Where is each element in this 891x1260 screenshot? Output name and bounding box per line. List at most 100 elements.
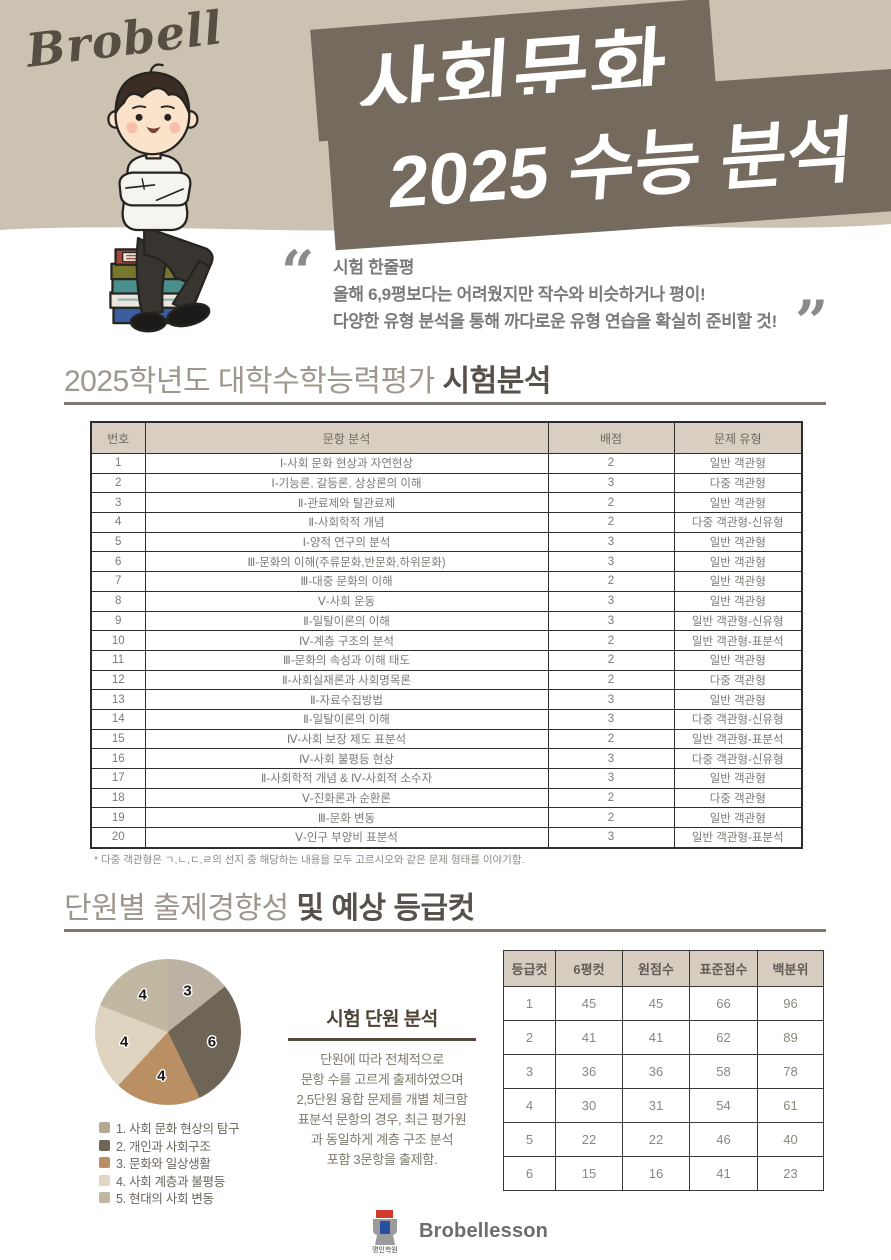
close-quote-icon: ” <box>795 288 829 356</box>
exam-table-row: 12 Ⅱ-사회실재론과 사회명목론 2 다중 객관형 <box>90 669 803 691</box>
exam-table-cell: Ⅳ-계층 구조의 분석 <box>144 630 549 651</box>
exam-table-cell: 다중 객관형 <box>673 669 803 691</box>
exam-table-cell: Ⅲ-대중 문화의 이해 <box>144 571 549 592</box>
exam-table-cell: 3 <box>547 689 675 710</box>
exam-table-cell: Ⅱ-관료제와 탈관료제 <box>144 492 549 514</box>
unit-pie-chart: 3 6 4 4 4 <box>95 959 241 1105</box>
exam-table-row: 19 Ⅲ-문화 변동 2 일반 객관형 <box>90 807 803 829</box>
exam-table-cell: 3 <box>547 708 675 730</box>
grade-table-row: 6 15 16 41 23 <box>503 1156 824 1191</box>
grade-table-cell: 61 <box>757 1088 824 1123</box>
grade-table-cell: 16 <box>622 1156 690 1191</box>
grade-table-cell: 45 <box>555 986 623 1021</box>
exam-table-cell: Ⅲ-문화의 이해(주류문화,반문화,하위문화) <box>144 551 549 573</box>
exam-table-cell: 9 <box>90 610 146 632</box>
legend-label: 5. 현대의 사회 변동 <box>116 1192 214 1207</box>
exam-table-cell: 일반 객관형 <box>673 492 803 514</box>
grade-table-cell: 78 <box>757 1054 824 1089</box>
grade-table-row: 1 45 45 66 96 <box>503 986 824 1021</box>
exam-table-row: 20 Ⅴ-인구 부양비 표분석 3 일반 객관형-표분석 <box>90 827 803 849</box>
exam-table-cell: 다중 객관형 <box>673 787 803 809</box>
grade-table-cell: 15 <box>555 1156 623 1191</box>
grade-table-cell: 36 <box>555 1054 623 1089</box>
legend-item: 2. 개인과 사회구조 <box>99 1137 239 1155</box>
grade-table-cell: 45 <box>622 986 690 1021</box>
grade-cut-table: 등급컷 6평컷 원점수 표준점수 백분위 1 45 45 66 96 2 41 41 62 89 3… <box>503 950 824 1191</box>
grade-table-cell: 31 <box>622 1088 690 1123</box>
exam-table-footnote: * 다중 객관형은 ㄱ,ㄴ,ㄷ,ㄹ의 선지 중 해당하는 내용을 모두 고르시오… <box>94 854 525 866</box>
exam-table-cell: Ⅴ-진화론과 순환론 <box>144 787 549 809</box>
exam-table-cell: 1 <box>90 453 146 474</box>
grade-table-cell: 30 <box>555 1088 623 1123</box>
exam-table-cell: Ⅰ-사회 문화 현상과 자연현상 <box>144 453 549 474</box>
brand-wordmark: Brobellesson <box>419 1220 549 1242</box>
exam-table-cell: Ⅳ-사회 보장 제도 표분석 <box>144 728 549 750</box>
legend-item: 3. 문화와 일상생활 <box>99 1154 239 1172</box>
exam-table-cell: Ⅴ-인구 부양비 표분석 <box>144 827 549 849</box>
grade-table-cell: 1 <box>503 986 556 1021</box>
section-title-light: 2025학년도 대학수학능력평가 <box>64 365 443 398</box>
exam-table-cell: 일반 객관형 <box>673 649 803 671</box>
exam-table-cell: 4 <box>90 512 146 533</box>
grade-table-cell: 89 <box>757 1020 824 1055</box>
grade-col-percentile: 백분위 <box>757 950 824 987</box>
grade-col-june: 6평컷 <box>555 950 623 987</box>
exam-table-row: 17 Ⅱ-사회학적 개념 & Ⅳ-사회적 소수자 3 일반 객관형 <box>90 768 803 789</box>
pie-slice-value: 4 <box>138 986 147 1004</box>
grade-table-cell: 96 <box>757 986 824 1021</box>
grade-table-cell: 41 <box>622 1020 690 1055</box>
exam-table-cell: 3 <box>547 748 675 769</box>
legend-label: 3. 문화와 일상생활 <box>116 1157 211 1172</box>
grade-table-cell: 6 <box>503 1156 556 1191</box>
unit-analysis-box: 시험 단원 분석 단원에 따라 전체적으로 문항 수를 고르게 출제하였으며 2… <box>272 1004 492 1170</box>
exam-table-row: 3 Ⅱ-관료제와 탈관료제 2 일반 객관형 <box>90 492 803 514</box>
exam-table-cell: 일반 객관형 <box>673 571 803 592</box>
exam-table-cell: 20 <box>90 827 146 849</box>
grade-table-cell: 58 <box>689 1054 758 1089</box>
grade-table-body: 1 45 45 66 96 2 41 41 62 89 3 36 36 58 78 4 30 31 54 61 5 22 2… <box>503 986 824 1191</box>
pie-slice-value: 4 <box>157 1067 166 1085</box>
grade-table-cell: 62 <box>689 1020 758 1055</box>
exam-table-cell: 일반 객관형-신유형 <box>673 610 803 632</box>
exam-table-cell: 3 <box>547 768 675 789</box>
exam-table-row: 2 Ⅰ-기능론, 갈등론, 상상론의 이해 3 다중 객관형 <box>90 472 803 494</box>
exam-table-cell: 7 <box>90 571 146 592</box>
exam-table-cell: Ⅱ-사회학적 개념 <box>144 512 549 533</box>
grade-table-cell: 5 <box>503 1122 556 1157</box>
exam-table-cell: 6 <box>90 551 146 573</box>
unit-analysis-title: 시험 단원 분석 <box>326 1009 438 1030</box>
legend-label: 1. 사회 문화 현상의 탐구 <box>116 1122 240 1137</box>
exam-table-cell: Ⅰ-양적 연구의 분석 <box>144 531 549 553</box>
legend-item: 4. 사회 계층과 불평등 <box>99 1172 239 1190</box>
pie-slice-value: 3 <box>183 982 192 1000</box>
grade-table-cell: 40 <box>757 1122 824 1157</box>
exam-table-cell: 5 <box>90 531 146 553</box>
exam-table-row: 9 Ⅱ-일탈이론의 이해 3 일반 객관형-신유형 <box>90 610 803 632</box>
exam-table-cell: 11 <box>90 649 146 671</box>
exam-table-row: 10 Ⅳ-계층 구조의 분석 2 일반 객관형-표분석 <box>90 630 803 651</box>
exam-table-cell: 일반 객관형 <box>673 551 803 573</box>
grade-table-cell: 23 <box>757 1156 824 1191</box>
exam-table-row: 13 Ⅱ-자료수집방법 3 일반 객관형 <box>90 689 803 710</box>
unit-analysis-text: 단원에 따라 전체적으로 문항 수를 고르게 출제하였으며 2,5단원 융합 문… <box>296 1051 468 1167</box>
exam-table-cell: 2 <box>547 787 675 809</box>
exam-table-cell: 2 <box>547 728 675 750</box>
section-title-bold: 시험분석 <box>442 365 552 398</box>
legend-label: 2. 개인과 사회구조 <box>116 1139 211 1154</box>
legend-swatch-icon <box>99 1174 110 1186</box>
exam-table-cell: 2 <box>547 492 675 514</box>
exam-col-points: 배점 <box>547 421 675 454</box>
exam-table-row: 5 Ⅰ-양적 연구의 분석 3 일반 객관형 <box>90 531 803 553</box>
exam-table-cell: 3 <box>547 827 675 849</box>
grade-table-row: 5 22 22 46 40 <box>503 1122 824 1157</box>
unit-analysis-rule <box>288 1038 476 1041</box>
exam-table-cell: 14 <box>90 708 146 730</box>
pie-legend: 1. 사회 문화 현상의 탐구 2. 개인과 사회구조 3. 문화와 일상생활 4. … <box>99 1119 240 1207</box>
exam-table-row: 1 Ⅰ-사회 문화 현상과 자연현상 2 일반 객관형 <box>90 453 803 474</box>
exam-table-cell: 다중 객관형 <box>673 472 803 494</box>
pie-slice-value: 6 <box>207 1033 217 1051</box>
exam-table-cell: 일반 객관형 <box>673 768 803 789</box>
quote-heading: 시험 한줄평 <box>333 258 415 277</box>
exam-table-cell: 일반 객관형 <box>673 453 803 474</box>
